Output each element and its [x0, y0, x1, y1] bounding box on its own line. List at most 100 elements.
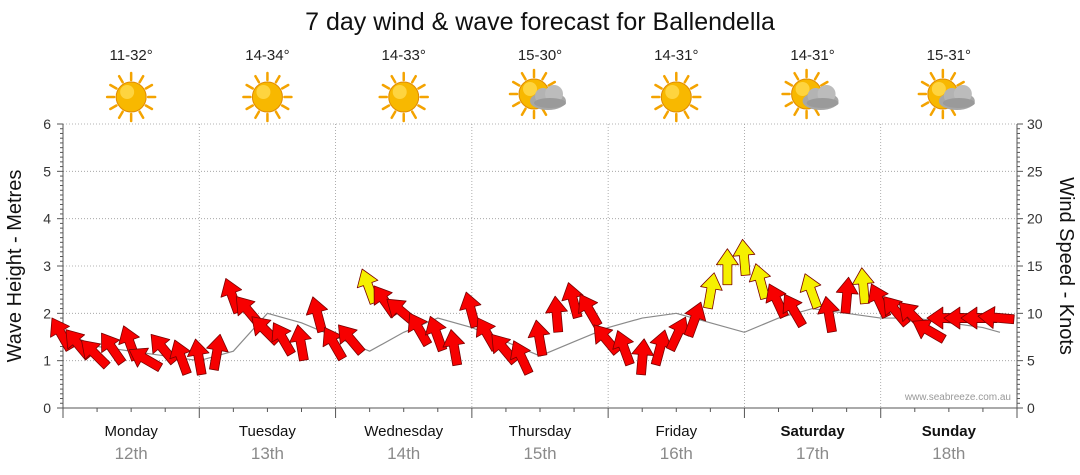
wind-arrow-shape [424, 315, 448, 353]
wind-arrow-shape [782, 293, 807, 329]
sun-ray [280, 104, 290, 111]
sun-ray [245, 104, 254, 111]
right-tick-label: 5 [1027, 353, 1035, 369]
sun-ray [274, 110, 281, 120]
day-date-label: 18th [932, 444, 965, 463]
right-axis-label: Wind Speed - Knots [1055, 177, 1077, 355]
sun-ray [410, 74, 417, 84]
wind-arrow [128, 347, 163, 372]
sun-ray [511, 101, 521, 108]
sun-ray [280, 83, 290, 90]
sun-ray [683, 74, 690, 84]
left-tick-label: 6 [43, 116, 51, 132]
sun-ray [144, 83, 154, 90]
wind-arrow-shape [612, 330, 635, 367]
day-name-label: Wednesday [364, 423, 443, 440]
sun-ray [793, 71, 800, 81]
sun-ray [117, 74, 124, 84]
wind-arrow-shape [977, 306, 1015, 329]
sun-ray [784, 80, 794, 87]
cloud-shape [942, 98, 975, 108]
wind-arrow-shape [442, 329, 466, 367]
sun-highlight [523, 82, 537, 96]
grid [63, 123, 1017, 408]
sun-ray [956, 80, 965, 87]
sun-ray [950, 107, 957, 117]
wind-arrow-shape [851, 267, 875, 305]
wind-arrow [715, 248, 739, 286]
day-date-label: 16th [660, 444, 693, 463]
sun-ray [144, 104, 154, 111]
sun-ray [689, 104, 699, 111]
wind-arrow-shape [817, 296, 840, 334]
sun-ray [541, 71, 548, 81]
right-tick-label: 25 [1027, 163, 1043, 179]
wind-arrow [817, 296, 840, 334]
temp-range-label: 15-30° [518, 47, 562, 64]
wind-arrow [271, 322, 296, 357]
watermark: www.seabreeze.com.au [904, 392, 1011, 403]
wind-arrow-shape [407, 312, 433, 348]
wind-arrow-shape [289, 324, 312, 362]
wind-arrow [407, 312, 433, 348]
sun-ray [109, 104, 118, 111]
left-tick-label: 3 [43, 258, 51, 274]
wind-arrow [732, 238, 756, 277]
sun-ray [820, 80, 829, 87]
left-tick-label: 2 [43, 305, 51, 321]
sun-ray [390, 74, 397, 84]
day-name-label: Saturday [780, 423, 845, 440]
sun-ray [117, 110, 124, 120]
sun-highlight [931, 82, 946, 96]
sun-ray [520, 71, 527, 81]
sun-ray [520, 107, 527, 117]
temp-range-label: 14-33° [382, 47, 426, 64]
wind-arrow [510, 340, 534, 376]
sun-ray [417, 83, 426, 90]
left-tick-label: 4 [43, 211, 51, 227]
sun-icon [105, 71, 157, 123]
cloud-shape [806, 98, 839, 108]
right-tick-label: 15 [1027, 258, 1043, 274]
sun-ray [109, 83, 118, 90]
sun-ray [793, 107, 800, 117]
sun-ray [138, 110, 145, 120]
sun-ray [813, 71, 820, 81]
temp-range-label: 14-31° [790, 47, 834, 64]
sun-ray [541, 107, 548, 117]
left-tick-label: 1 [43, 353, 51, 369]
sun-ray [254, 74, 261, 84]
sun-ray [138, 74, 145, 84]
sun-ray [663, 110, 670, 120]
sun-ray [245, 83, 254, 90]
sun-ray [381, 83, 391, 90]
wind-arrow [442, 329, 466, 367]
wind-arrow-shape [128, 347, 163, 372]
sun-icon [651, 71, 702, 123]
wind-arrow-shape [206, 333, 229, 371]
wind-arrow [459, 291, 482, 329]
wind-arrow-shape [271, 322, 296, 357]
day-name-label: Sunday [922, 423, 977, 440]
temp-range-label: 14-31° [654, 47, 698, 64]
wind-arrow-shape [459, 291, 482, 329]
sun-ray [511, 80, 521, 87]
wind-arrow [338, 324, 366, 356]
wind-arrow [305, 296, 329, 334]
wind-arrow-shape [732, 238, 756, 277]
day-date-label: 14th [387, 444, 420, 463]
right-tick-label: 30 [1027, 116, 1043, 132]
sun-ray [813, 107, 820, 117]
right-tick-label: 0 [1027, 400, 1035, 416]
wind-arrow-shape [700, 272, 723, 310]
sun-ray [929, 107, 936, 117]
sun-highlight [795, 82, 810, 96]
left-tick-label: 0 [43, 400, 51, 416]
wind-arrow [851, 267, 875, 305]
wind-arrow-shape [101, 332, 127, 366]
wind-arrow [527, 319, 551, 357]
sun-ray [950, 71, 957, 81]
wind-arrow [683, 301, 707, 338]
sun-ray [381, 104, 391, 111]
wind-arrow-shape [527, 319, 551, 357]
